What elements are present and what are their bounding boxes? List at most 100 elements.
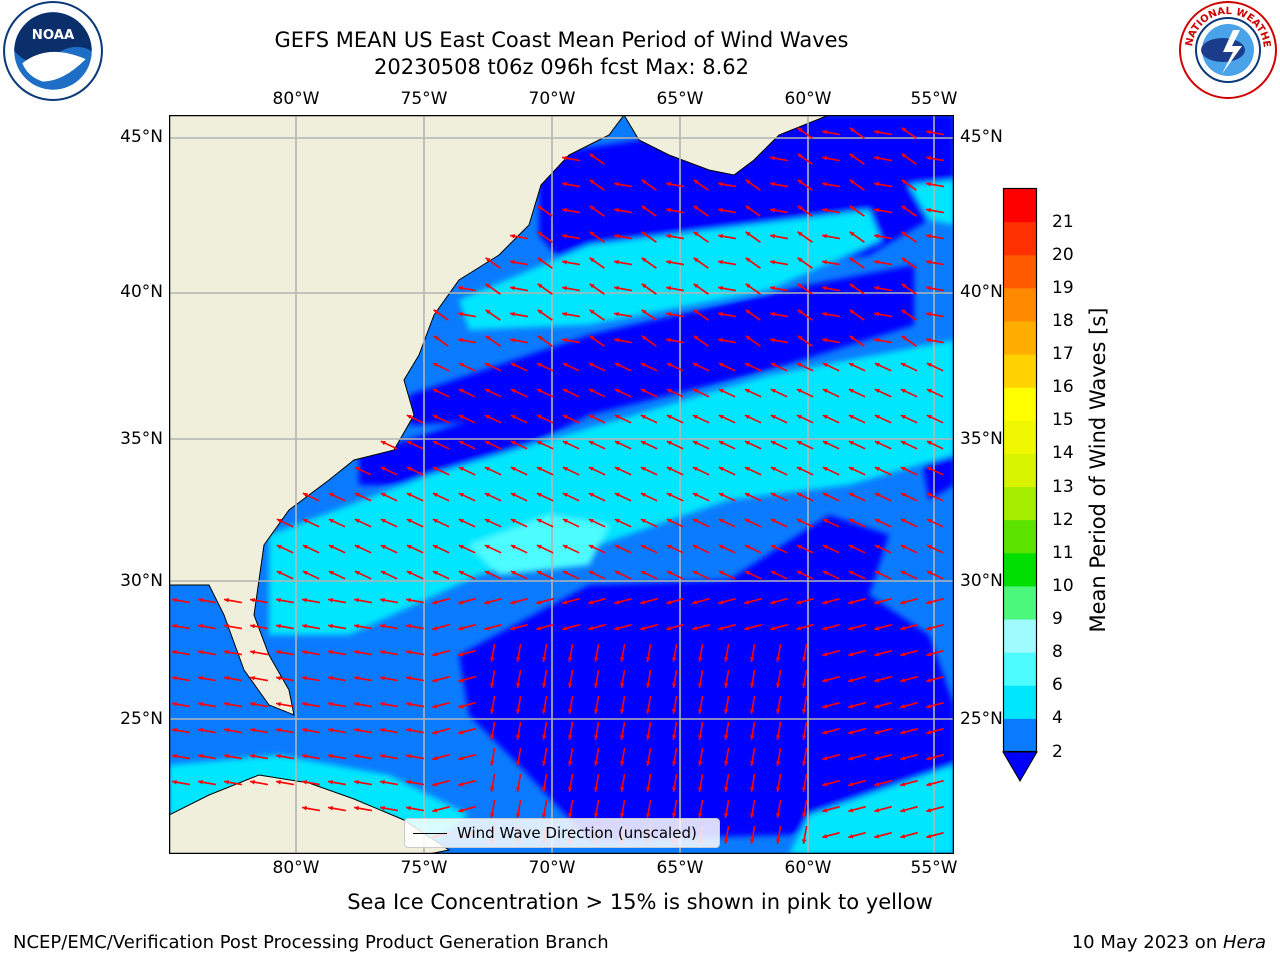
wave-direction-arrowhead bbox=[614, 259, 619, 265]
wave-direction-arrowhead bbox=[926, 703, 932, 709]
map-area[interactable] bbox=[169, 115, 954, 854]
lon-tick-top: 80°W bbox=[272, 89, 320, 109]
wave-direction-arrowhead bbox=[640, 389, 646, 394]
low-period-region bbox=[459, 515, 954, 840]
wave-direction-arrowhead bbox=[744, 415, 750, 420]
wave-direction-arrowhead bbox=[380, 441, 386, 446]
wave-direction-arrowhead bbox=[354, 675, 359, 681]
wave-direction-arrowhead bbox=[406, 467, 412, 472]
wave-direction-arrowhead bbox=[666, 493, 672, 498]
wave-direction-arrowhead bbox=[926, 781, 932, 787]
wave-direction-arrowhead bbox=[775, 709, 781, 714]
wave-direction-arrowhead bbox=[172, 701, 177, 707]
wave-direction-arrowhead bbox=[848, 493, 854, 498]
wave-direction-arrowhead bbox=[458, 781, 464, 787]
wave-direction-arrowhead bbox=[432, 807, 438, 813]
noaa-logo: NOAA bbox=[3, 1, 103, 101]
wave-direction-arrowhead bbox=[900, 599, 906, 605]
wave-direction-arrowhead bbox=[640, 571, 646, 576]
wave-direction-arrowhead bbox=[562, 207, 567, 213]
wave-direction-arrowhead bbox=[614, 545, 620, 550]
wave-direction-arrowhead bbox=[926, 311, 931, 317]
colorbar-tick-label: 11 bbox=[1052, 542, 1074, 563]
wave-direction-arrowhead bbox=[926, 389, 932, 394]
wave-direction-arrowhead bbox=[822, 285, 827, 291]
wave-direction-arrowhead bbox=[484, 467, 490, 472]
wave-direction-arrowhead bbox=[822, 519, 828, 524]
wave-direction-arrowhead bbox=[510, 545, 516, 550]
wave-direction-arrowhead bbox=[485, 257, 491, 263]
wave-direction-arrowhead bbox=[541, 813, 547, 818]
wave-direction-arrowhead bbox=[693, 283, 699, 289]
wave-direction-arrowhead bbox=[536, 415, 542, 420]
wave-direction-arrowhead bbox=[848, 703, 854, 709]
wave-direction-arrowhead bbox=[198, 753, 203, 759]
wave-direction-arrowhead bbox=[614, 571, 620, 576]
wave-direction-arrowhead bbox=[619, 657, 625, 662]
wave-direction-arrowhead bbox=[692, 467, 698, 472]
wave-direction-arrowhead bbox=[671, 735, 677, 740]
wave-direction-arrowhead bbox=[718, 415, 724, 420]
wave-direction-arrowhead bbox=[723, 813, 729, 818]
wave-direction-arrowhead bbox=[848, 389, 854, 394]
wave-direction-arrowhead bbox=[848, 519, 854, 524]
wave-direction-arrowhead bbox=[172, 649, 177, 655]
wave-direction-arrowhead bbox=[822, 129, 827, 135]
wave-direction-arrowhead bbox=[822, 571, 828, 576]
wave-direction-arrowhead bbox=[562, 337, 567, 343]
wave-direction-arrowhead bbox=[796, 415, 802, 420]
colorbar-tick-label: 14 bbox=[1052, 443, 1074, 464]
wave-direction-arrowhead bbox=[432, 703, 438, 709]
wave-direction-arrowhead bbox=[458, 651, 464, 657]
wave-direction-arrowhead bbox=[406, 415, 412, 420]
wave-direction-arrowhead bbox=[172, 623, 177, 629]
wave-direction-arrowhead bbox=[432, 755, 438, 761]
wave-direction-arrowhead bbox=[666, 285, 671, 291]
wave-direction-arrowhead bbox=[849, 257, 855, 263]
wave-direction-arrowhead bbox=[224, 701, 229, 707]
wave-direction-arrowhead bbox=[745, 283, 751, 289]
wave-direction-arrowhead bbox=[614, 519, 620, 524]
wave-direction-arrowhead bbox=[796, 599, 802, 605]
wave-direction-arrowhead bbox=[328, 519, 334, 524]
wave-direction-arrowhead bbox=[723, 839, 729, 844]
wave-direction-arrowhead bbox=[537, 309, 543, 315]
wave-direction-arrowhead bbox=[901, 179, 907, 185]
wave-direction-arrowhead bbox=[797, 283, 803, 289]
wave-direction-arrowhead bbox=[458, 467, 464, 472]
footer-branch: NCEP/EMC/Verification Post Processing Pr… bbox=[13, 932, 609, 953]
colorbar-band bbox=[1003, 519, 1037, 554]
wave-direction-arrowhead bbox=[250, 675, 255, 681]
wave-direction-arrowhead bbox=[796, 571, 802, 576]
wave-direction-arrowhead bbox=[900, 807, 906, 813]
wave-direction-arrowhead bbox=[775, 761, 781, 766]
wave-direction-arrowhead bbox=[693, 309, 699, 315]
nws-logo: NATIONAL WEATHER SERVICE bbox=[1178, 0, 1277, 99]
colorbar-band bbox=[1003, 354, 1037, 388]
wave-direction-arrowhead bbox=[666, 415, 672, 420]
wave-direction-arrowhead bbox=[849, 179, 855, 185]
wave-direction-arrowhead bbox=[718, 599, 724, 605]
wave-direction-arrowhead bbox=[926, 833, 932, 839]
wave-direction-arrowhead bbox=[671, 761, 677, 766]
wave-period-map[interactable] bbox=[169, 115, 954, 854]
wave-direction-arrowhead bbox=[432, 493, 438, 498]
wave-direction-arrowhead bbox=[822, 833, 828, 839]
wave-direction-arrowhead bbox=[926, 755, 932, 761]
wave-direction-arrowhead bbox=[380, 545, 386, 550]
wave-direction-arrowhead bbox=[614, 441, 620, 446]
wave-direction-arrowhead bbox=[749, 657, 755, 662]
wave-direction-arrowhead bbox=[822, 493, 828, 498]
wave-direction-arrowhead bbox=[589, 153, 595, 159]
wave-direction-arrowhead bbox=[874, 519, 880, 524]
wave-direction-arrowhead bbox=[822, 233, 827, 239]
wave-direction-arrowhead bbox=[302, 649, 307, 655]
wave-direction-arrowhead bbox=[770, 415, 776, 420]
wave-direction-arrowhead bbox=[250, 623, 255, 629]
wave-direction-arrowhead bbox=[666, 519, 672, 524]
wave-direction-arrowhead bbox=[645, 683, 651, 688]
wave-direction-arrowhead bbox=[666, 363, 672, 368]
wave-direction-arrowhead bbox=[567, 761, 573, 766]
wave-direction-arrowhead bbox=[796, 545, 802, 550]
wave-direction-arrowhead bbox=[718, 441, 724, 446]
